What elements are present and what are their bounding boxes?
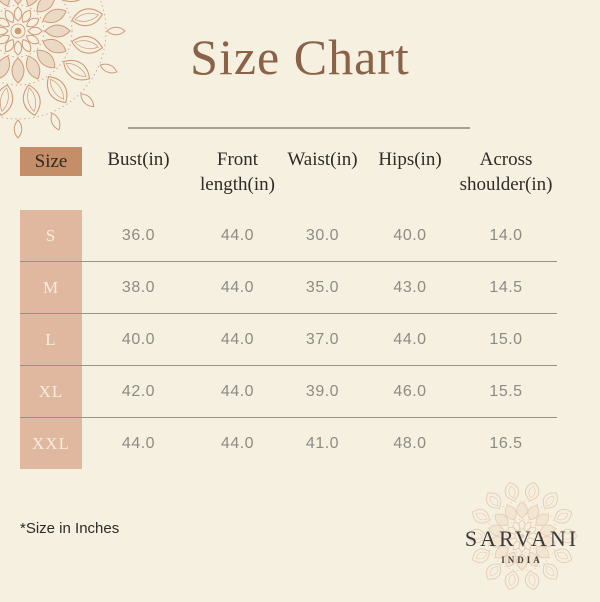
table-header-row: Size Bust(in) Front length(in) Waist(in)… — [20, 144, 557, 197]
across-shoulder-value: 14.0 — [489, 226, 523, 244]
logo-mandala-icon — [466, 481, 578, 591]
bust-value: 44.0 — [121, 434, 156, 452]
table-row-xxl: XXL 44.0 44.0 41.0 48.0 16.5 — [20, 417, 557, 469]
waist-value: 35.0 — [305, 278, 340, 296]
page-title: Size Chart — [190, 29, 410, 85]
bust-value: 40.0 — [121, 330, 156, 348]
brand-country: INDIA — [501, 555, 543, 565]
column-header-waist: Waist(in) — [287, 149, 358, 170]
hips-value: 44.0 — [393, 330, 427, 348]
front-length-value: 44.0 — [220, 226, 255, 244]
across-shoulder-value: 15.0 — [489, 330, 523, 348]
front-length-value: 44.0 — [220, 382, 255, 400]
waist-value: 30.0 — [305, 226, 340, 244]
size-unit-footnote: *Size in Inches — [20, 520, 120, 537]
size-row-label: S — [20, 210, 82, 261]
front-length-value: 44.0 — [220, 330, 255, 348]
table-row-l: L 40.0 44.0 37.0 44.0 15.0 — [20, 313, 557, 365]
hips-value: 48.0 — [393, 434, 427, 452]
brand-name: SARVANI — [464, 526, 580, 551]
size-row-label: M — [20, 262, 82, 313]
across-shoulder-value: 16.5 — [489, 434, 523, 452]
hips-value: 46.0 — [393, 382, 427, 400]
bust-value: 42.0 — [121, 382, 156, 400]
hips-value: 43.0 — [393, 278, 427, 296]
column-header-across-shoulder: Across shoulder(in) — [459, 149, 553, 195]
table-row-m: M 38.0 44.0 35.0 43.0 14.5 — [20, 261, 557, 313]
across-shoulder-value: 14.5 — [489, 278, 523, 296]
brand-logo: SARVANI INDIA — [452, 478, 592, 602]
size-row-label: XXL — [20, 418, 82, 469]
across-shoulder-value: 15.5 — [489, 382, 523, 400]
size-chart-table: S 36.0 44.0 30.0 40.0 14.0 M 38.0 44.0 3… — [20, 210, 557, 469]
column-header-front-length: Front length(in) — [200, 149, 275, 195]
bust-value: 36.0 — [121, 226, 156, 244]
brand-text: SARVANI INDIA — [452, 526, 592, 565]
bust-value: 38.0 — [121, 278, 156, 296]
title-divider — [128, 127, 470, 129]
size-row-label: XL — [20, 366, 82, 417]
table-row-xl: XL 42.0 44.0 39.0 46.0 15.5 — [20, 365, 557, 417]
size-column-header: Size — [20, 147, 82, 176]
waist-value: 37.0 — [305, 330, 340, 348]
front-length-value: 44.0 — [220, 278, 255, 296]
size-row-label: L — [20, 314, 82, 365]
waist-value: 41.0 — [305, 434, 340, 452]
front-length-value: 44.0 — [220, 434, 255, 452]
column-header-bust: Bust(in) — [107, 149, 170, 170]
column-header-hips: Hips(in) — [378, 149, 442, 170]
hips-value: 40.0 — [393, 226, 427, 244]
table-row-s: S 36.0 44.0 30.0 40.0 14.0 — [20, 210, 557, 261]
waist-value: 39.0 — [305, 382, 340, 400]
